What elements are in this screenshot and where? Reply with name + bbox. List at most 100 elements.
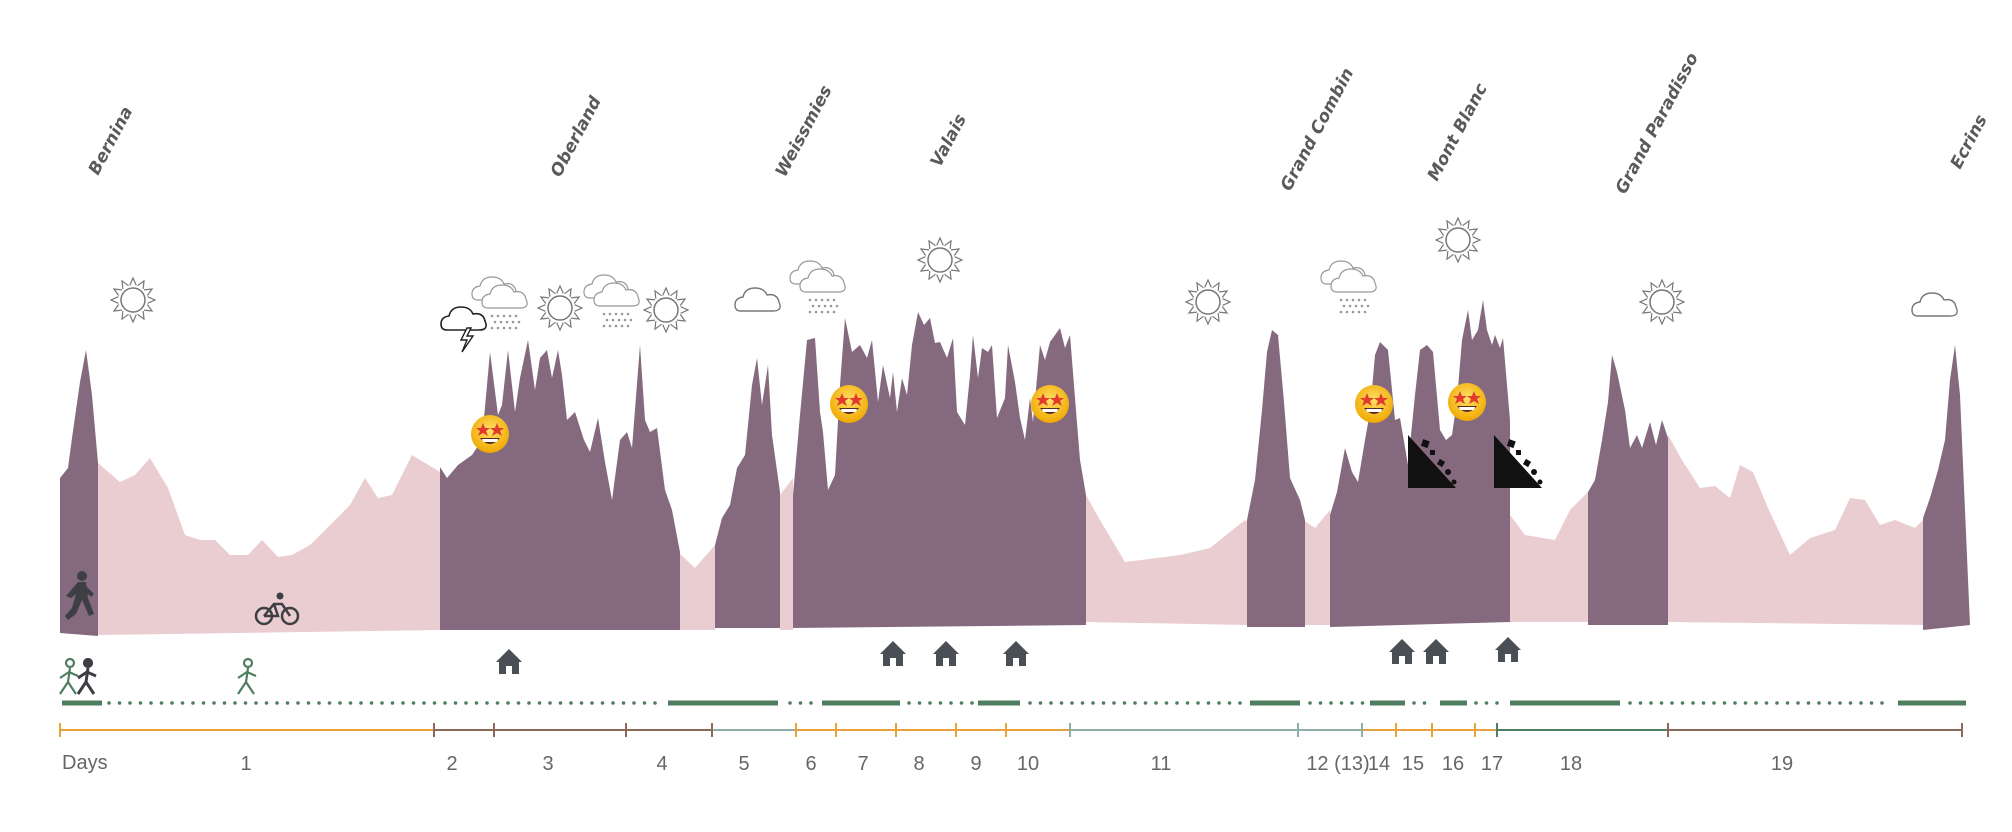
day-label: 8 bbox=[913, 753, 924, 775]
track-dot bbox=[474, 701, 479, 705]
star-struck-emoji bbox=[830, 385, 868, 423]
track-dot bbox=[621, 701, 626, 705]
valley-segment bbox=[1510, 490, 1590, 622]
track-dot bbox=[1754, 701, 1758, 705]
track-dot bbox=[1185, 701, 1190, 705]
track-dot bbox=[1649, 701, 1653, 705]
day-label: 12 (13) bbox=[1306, 753, 1369, 775]
track-dot bbox=[1796, 701, 1800, 705]
day-label: 4 bbox=[656, 753, 667, 775]
star-struck-emoji bbox=[1448, 383, 1486, 421]
track-dot bbox=[959, 701, 964, 705]
mountain-segment bbox=[440, 340, 680, 630]
track-dot bbox=[1101, 701, 1106, 705]
sun-icon bbox=[1434, 216, 1482, 264]
track-dot bbox=[1817, 701, 1821, 705]
cloud-icon bbox=[734, 287, 781, 312]
track-dot bbox=[1733, 701, 1737, 705]
track-dot bbox=[928, 701, 932, 705]
track-dot bbox=[306, 701, 311, 705]
sun-icon bbox=[109, 276, 157, 324]
track-dot bbox=[1628, 701, 1632, 705]
track-dot bbox=[1059, 701, 1064, 705]
track-dot bbox=[1638, 701, 1643, 705]
track-dot bbox=[1691, 701, 1695, 705]
day-label: 19 bbox=[1771, 753, 1793, 775]
track-dot bbox=[809, 701, 813, 705]
track-dot bbox=[1206, 701, 1211, 705]
track-dot bbox=[1164, 701, 1169, 705]
track-dot bbox=[1339, 701, 1344, 705]
track-dot bbox=[949, 701, 953, 705]
sun-icon bbox=[642, 286, 690, 334]
track-dot bbox=[1743, 701, 1748, 705]
track-dot bbox=[642, 701, 647, 705]
mountain-segment bbox=[60, 350, 98, 636]
day-label: 17 bbox=[1481, 753, 1503, 775]
emoji-layer bbox=[471, 383, 1486, 453]
track-dot bbox=[1422, 701, 1427, 705]
snow-icon bbox=[1320, 260, 1377, 314]
walker-icon bbox=[237, 657, 257, 695]
star-struck-emoji bbox=[1031, 385, 1069, 423]
track-dot bbox=[243, 701, 248, 705]
track-dot bbox=[422, 701, 426, 705]
track-dot bbox=[1806, 701, 1811, 705]
day-label: 18 bbox=[1560, 753, 1582, 775]
hiker-icon bbox=[65, 571, 94, 620]
activity-icons bbox=[59, 571, 300, 695]
hut-icon bbox=[880, 641, 906, 666]
track-dot bbox=[170, 701, 174, 705]
track-dot bbox=[527, 701, 531, 705]
hut-icon bbox=[496, 649, 522, 674]
sun-icon bbox=[1184, 278, 1232, 326]
track-dot bbox=[1038, 701, 1043, 705]
track-dot bbox=[1070, 701, 1074, 705]
track-dot bbox=[1196, 701, 1200, 705]
day-labels: 1 2 3 4 5 6 7 8 9 10 11 12 (13)14 15 16 17 18 19 bbox=[240, 753, 1793, 775]
hut-icon bbox=[1495, 637, 1521, 662]
valley-segment bbox=[1086, 495, 1247, 625]
track-dot bbox=[1112, 701, 1116, 705]
track-dot bbox=[233, 701, 237, 705]
track-dot bbox=[1133, 701, 1137, 705]
track-dot bbox=[464, 701, 468, 705]
track-dot bbox=[149, 701, 153, 705]
track-dot bbox=[296, 701, 300, 705]
track-dot bbox=[327, 701, 332, 705]
track-dot bbox=[1712, 701, 1716, 705]
region-label-grand-combin: Grand Combin bbox=[1277, 65, 1358, 194]
track-dot bbox=[401, 701, 405, 705]
track-dot bbox=[590, 701, 594, 705]
track-dot bbox=[411, 701, 416, 705]
track-dot bbox=[453, 701, 458, 705]
track-dot bbox=[317, 701, 321, 705]
track-dot bbox=[1474, 701, 1478, 705]
track-dot bbox=[506, 701, 510, 705]
valley-segment bbox=[1303, 510, 1330, 625]
track-dot bbox=[1722, 701, 1727, 705]
track-dot bbox=[201, 701, 206, 705]
track-dot bbox=[348, 701, 353, 705]
track-dot bbox=[222, 701, 227, 705]
valley-segment bbox=[1668, 435, 1925, 625]
snow-icon bbox=[471, 276, 528, 330]
valley-profile bbox=[98, 435, 1925, 635]
track-dot bbox=[1028, 701, 1032, 705]
track-dot bbox=[611, 701, 615, 705]
track-dot bbox=[1670, 701, 1674, 705]
track-dot bbox=[1091, 701, 1095, 705]
track-dot bbox=[432, 701, 437, 705]
track-dot bbox=[264, 701, 269, 705]
track-dot bbox=[191, 701, 195, 705]
day-label: 16 bbox=[1442, 753, 1464, 775]
day-label: 15 bbox=[1402, 753, 1424, 775]
track-dot bbox=[359, 701, 363, 705]
mountain-segment bbox=[715, 358, 780, 628]
sun-icon bbox=[536, 284, 584, 332]
track-dot bbox=[1412, 701, 1416, 705]
valley-segment bbox=[98, 455, 440, 635]
valley-segment bbox=[780, 478, 793, 630]
track-dot bbox=[1869, 701, 1874, 705]
